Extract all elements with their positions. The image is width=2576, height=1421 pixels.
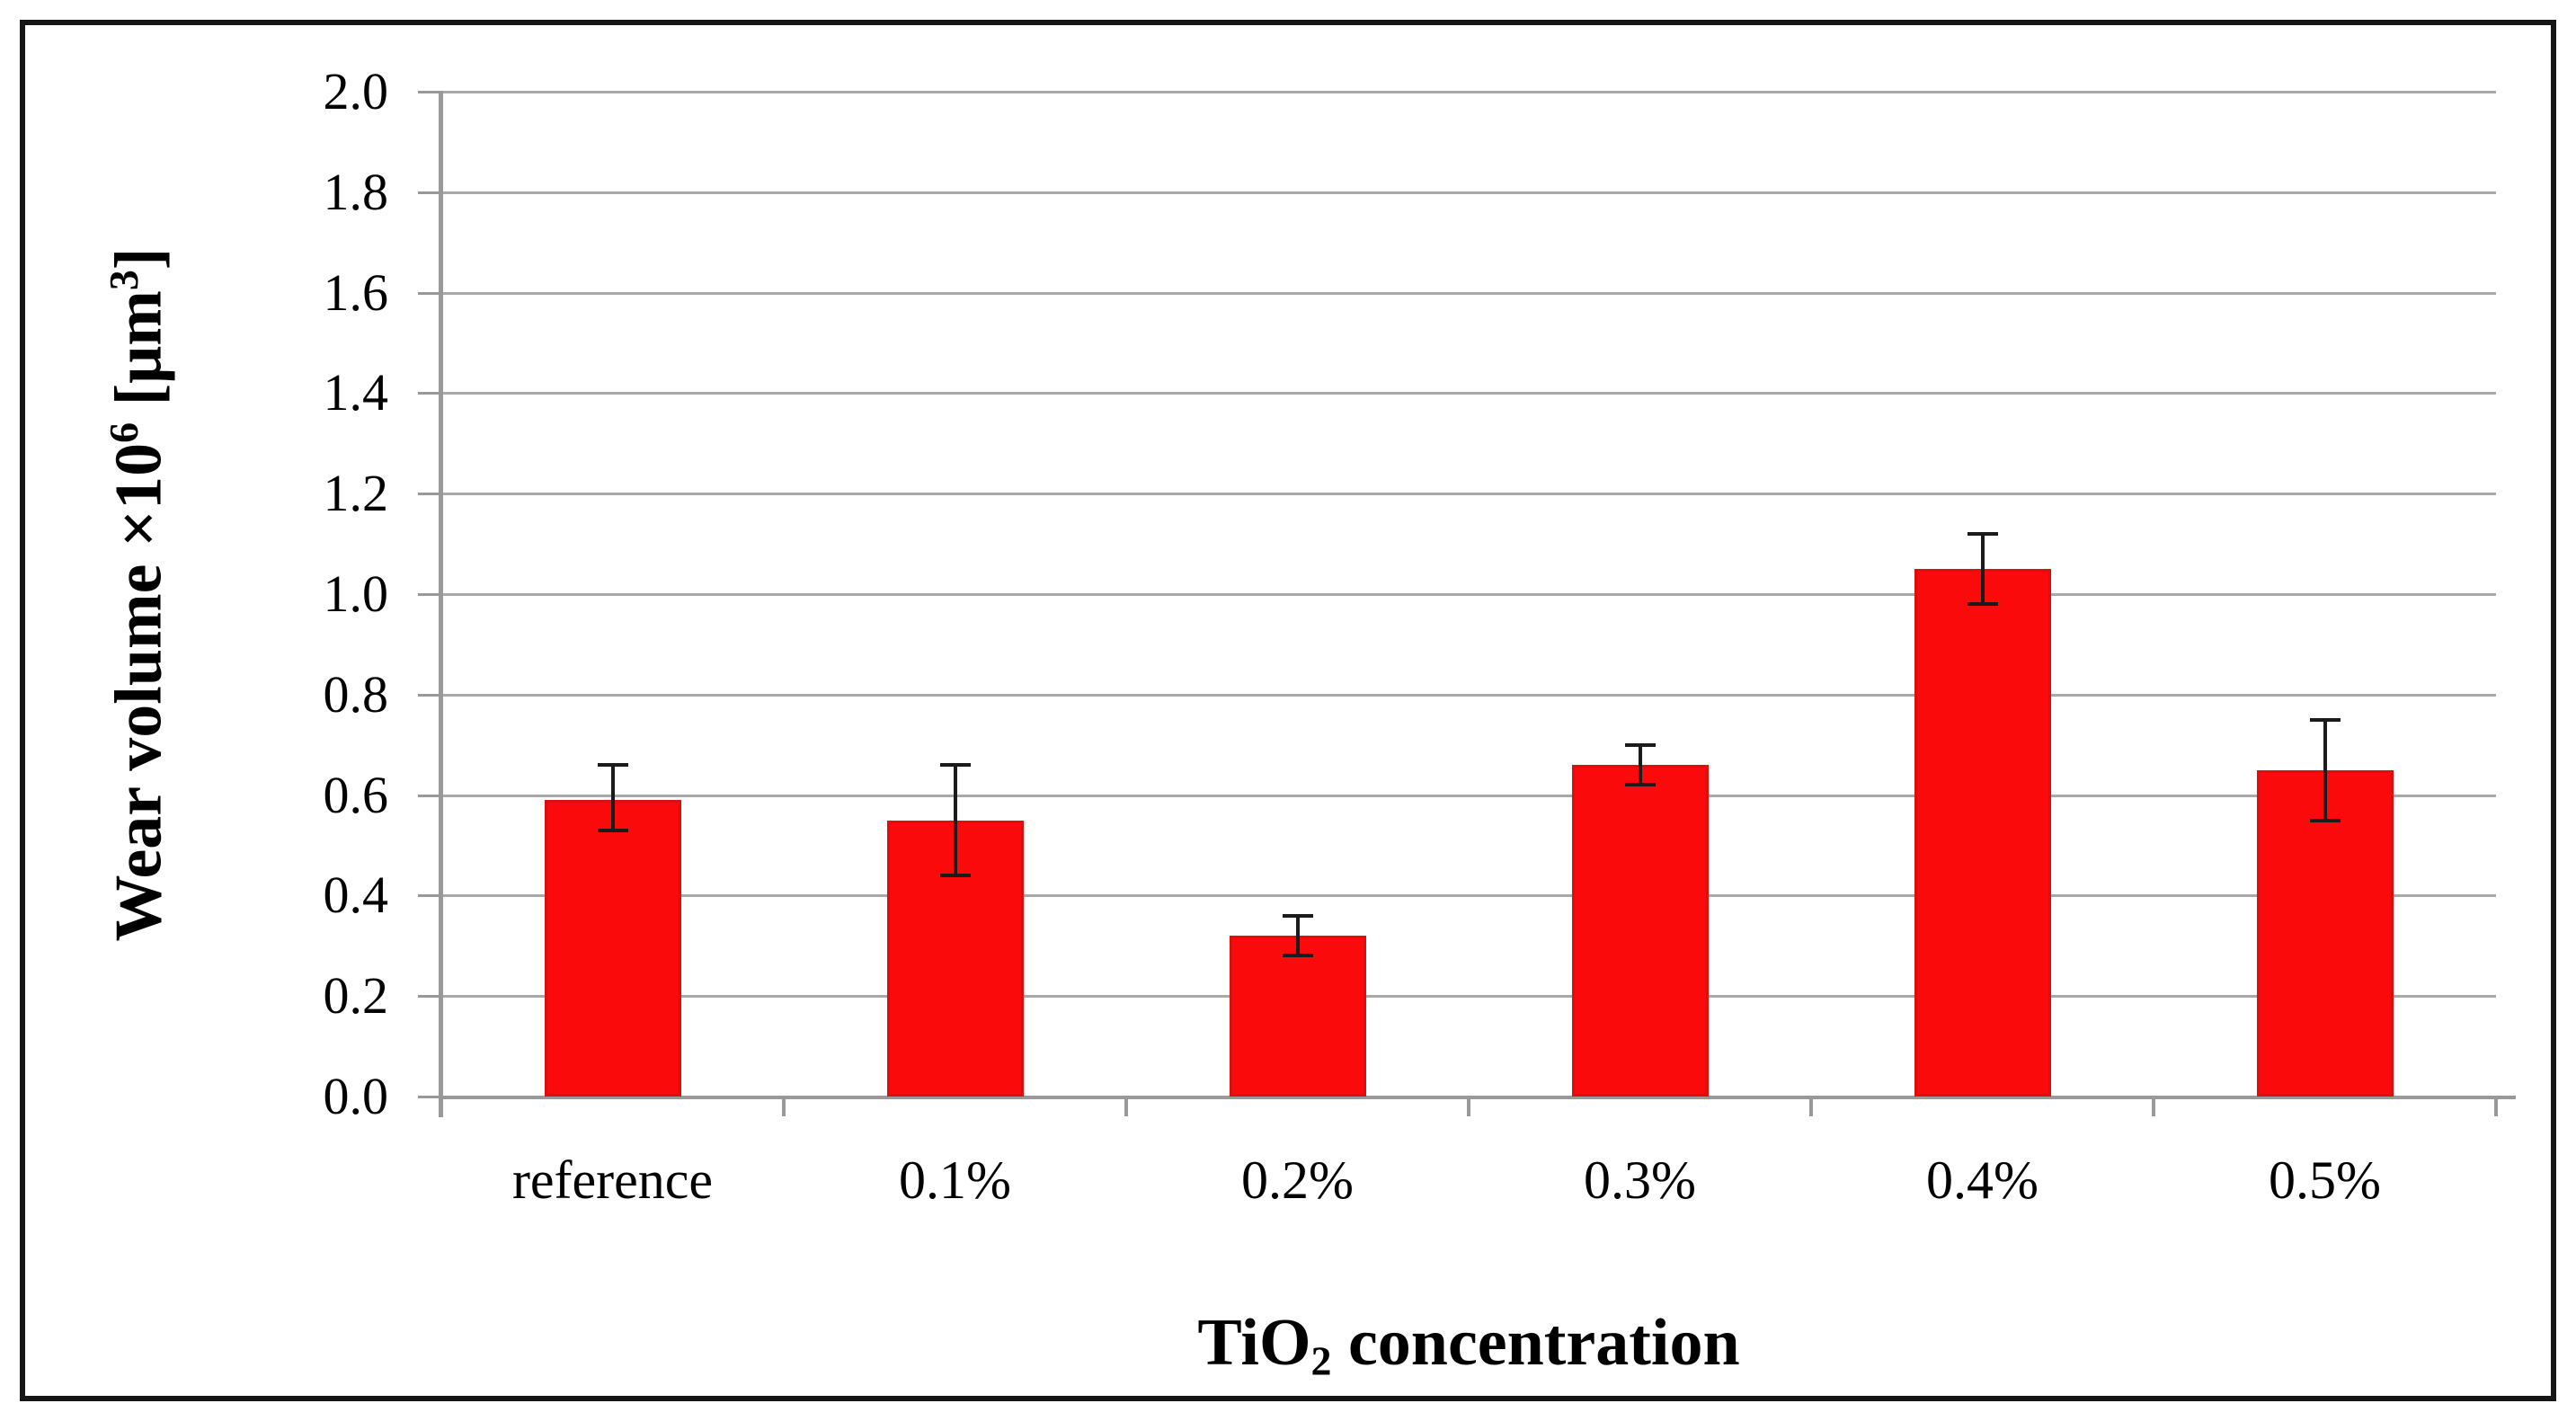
category-boundary-tick xyxy=(1809,1097,1813,1116)
error-bar xyxy=(1295,915,1300,956)
y-axis-tick xyxy=(418,1096,441,1098)
y-tick-label: 2.0 xyxy=(323,62,389,120)
y-tick-label: 0.2 xyxy=(323,966,389,1026)
category-boundary-tick xyxy=(782,1097,786,1116)
y-tick-label: 0.8 xyxy=(323,664,389,724)
y-axis-tick xyxy=(418,392,441,395)
error-bar-cap-top xyxy=(1282,913,1313,918)
bar xyxy=(2256,769,2394,1097)
error-bar-cap-bottom xyxy=(1282,954,1313,958)
x-title-subscript-2: 2 xyxy=(1310,1337,1332,1384)
gridline xyxy=(441,91,2496,93)
error-bar xyxy=(953,765,957,876)
gridline xyxy=(441,392,2496,395)
gridline xyxy=(441,593,2496,596)
category-boundary-tick xyxy=(1467,1097,1470,1116)
gridline xyxy=(441,995,2496,999)
bar xyxy=(1229,936,1366,1097)
y-axis-tick xyxy=(418,693,441,697)
bar xyxy=(1914,569,2051,1097)
figure-frame: Wear volume ×106 [μm3] 0.0 0.2 0.4 0.6 0.8 1.… xyxy=(20,20,2556,1401)
y-tick-label: 1.6 xyxy=(323,262,389,322)
y-axis-tick xyxy=(418,894,441,898)
gridline xyxy=(441,794,2496,797)
y-tick-label: 1.4 xyxy=(323,363,389,422)
x-tick-label: 0.2% xyxy=(1241,1150,1354,1210)
gridline xyxy=(441,894,2496,898)
gridline xyxy=(441,291,2496,295)
x-tick-label: 0.4% xyxy=(1926,1150,2039,1210)
y-tick-label: 0.0 xyxy=(323,1067,389,1125)
y-axis-tick xyxy=(418,493,441,496)
x-title-suffix: concentration xyxy=(1331,1306,1740,1380)
error-bar xyxy=(1638,744,1642,786)
category-boundary-tick xyxy=(2152,1097,2155,1116)
category-boundary-tick xyxy=(440,1097,443,1116)
y-axis-tick xyxy=(418,995,441,999)
y-axis-tick xyxy=(418,794,441,797)
error-bar-cap-bottom xyxy=(1967,602,1998,607)
x-tick-label: 0.5% xyxy=(2269,1150,2381,1210)
chart-plot-area: 0.0 0.2 0.4 0.6 0.8 1.0 1.2 1.4 1.6 1.8 2.0 refere… xyxy=(324,62,2516,1381)
y-axis-tick xyxy=(418,593,441,596)
y-tick-label: 0.4 xyxy=(323,866,389,925)
error-bar-cap-top xyxy=(1967,531,1998,536)
gridline xyxy=(441,693,2496,697)
error-bar-cap-top xyxy=(939,763,971,768)
y-tick-label: 1.0 xyxy=(323,564,389,623)
x-tick-label: reference xyxy=(511,1150,714,1210)
error-bar-cap-top xyxy=(2309,717,2341,722)
bar xyxy=(544,800,681,1097)
x-title-prefix: TiO xyxy=(1197,1306,1311,1380)
error-bar-cap-bottom xyxy=(1624,783,1656,787)
y-tick-label: 0.6 xyxy=(323,765,389,824)
x-tick-label: 0.1% xyxy=(899,1150,1011,1210)
error-bar-cap-top xyxy=(1624,742,1656,747)
y-title-superscript-6: 6 xyxy=(101,422,147,443)
x-tick-label: 0.3% xyxy=(1584,1150,1696,1210)
gridline xyxy=(441,493,2496,496)
x-axis-title: TiO2 concentration xyxy=(441,1301,2496,1384)
category-boundary-tick xyxy=(2494,1097,2498,1116)
error-bar xyxy=(610,765,615,830)
y-tick-label: 1.8 xyxy=(323,162,389,221)
y-axis-line xyxy=(439,91,443,1117)
y-axis-tick xyxy=(418,91,441,93)
gridline xyxy=(441,1096,2516,1099)
y-axis-tick xyxy=(418,191,441,194)
error-bar xyxy=(2323,719,2327,821)
category-boundary-tick xyxy=(1124,1097,1128,1116)
y-axis-tick xyxy=(418,291,441,295)
y-tick-label: 1.2 xyxy=(323,464,389,523)
error-bar xyxy=(1980,533,1985,605)
error-bar-cap-bottom xyxy=(2309,818,2341,822)
gridline xyxy=(441,191,2496,194)
error-bar-cap-bottom xyxy=(939,874,971,878)
bar xyxy=(1571,765,1709,1097)
error-bar-cap-bottom xyxy=(597,828,628,832)
error-bar-cap-top xyxy=(597,763,628,768)
